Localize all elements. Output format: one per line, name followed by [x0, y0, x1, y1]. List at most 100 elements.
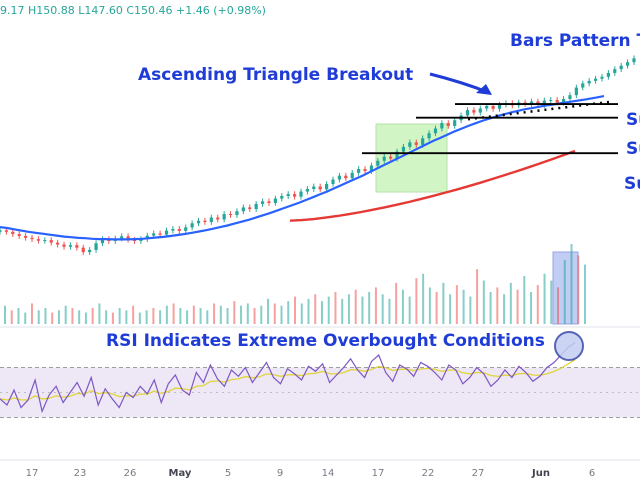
candle: [184, 224, 188, 234]
volume-bar: [145, 310, 148, 324]
volume-bar: [462, 289, 465, 324]
candle: [600, 73, 604, 82]
volume-bar: [172, 303, 175, 324]
volume-bar: [320, 301, 323, 324]
candle: [196, 217, 201, 227]
x-tick-label: 17: [372, 468, 385, 479]
volume-bar: [388, 298, 391, 324]
x-tick-label: 27: [472, 468, 485, 479]
candle: [222, 211, 226, 223]
volume-bar: [442, 282, 445, 324]
candle: [433, 125, 438, 137]
x-tick-label: 26: [124, 468, 137, 479]
candle: [587, 78, 591, 87]
volume-bar: [4, 305, 6, 324]
x-tick-label: May: [169, 468, 192, 479]
volume-bar: [476, 269, 479, 324]
candle: [529, 98, 534, 107]
triangle-annotation: Ascending Triangle Breakout: [138, 65, 413, 85]
candle: [68, 242, 73, 250]
candle: [472, 107, 476, 116]
candle: [305, 186, 309, 195]
volume-bar: [37, 310, 40, 324]
volume-bar: [334, 292, 337, 324]
volume-bar: [307, 298, 310, 324]
candle: [88, 247, 92, 255]
volume-bar: [401, 289, 404, 324]
ohlc-readout: 9.17 H150.88 L147.60 C150.46 +1.46 (+0.9…: [0, 4, 266, 17]
candle: [581, 80, 585, 91]
candle: [17, 231, 21, 239]
volume-bar: [294, 296, 296, 324]
candle: [465, 107, 470, 119]
volume-bar: [206, 310, 209, 324]
candle: [286, 191, 290, 199]
candle: [36, 236, 41, 244]
candle: [376, 157, 380, 169]
volume-bar: [213, 303, 216, 324]
volume-bar: [469, 296, 472, 324]
candle: [593, 75, 598, 84]
candle: [453, 117, 457, 129]
candle: [312, 183, 316, 192]
support-label-2: Su: [626, 139, 640, 159]
candle: [81, 244, 85, 255]
volume-bar: [10, 310, 13, 324]
candle: [139, 236, 143, 244]
bars-pattern-annotation: Bars Pattern T: [510, 31, 640, 51]
candle: [11, 228, 15, 237]
volume-bar: [516, 289, 519, 324]
support-label-1: Su: [626, 110, 640, 130]
volume-bar: [503, 294, 506, 324]
candle: [427, 130, 431, 142]
volume-bar: [482, 280, 485, 324]
x-tick-label: Jun: [531, 468, 550, 479]
candle: [30, 235, 34, 242]
candle: [389, 153, 393, 162]
triangle-arrow-head: [476, 84, 492, 95]
volume-bar: [550, 280, 553, 324]
volume-bar: [354, 289, 357, 324]
volume-bar: [138, 312, 141, 324]
volume-bar: [509, 282, 512, 324]
x-tick-label: 17: [26, 468, 39, 479]
volume-bar: [287, 301, 290, 324]
x-tick-label: 9: [277, 468, 283, 479]
volume-bar: [368, 292, 371, 324]
volume-bar: [125, 310, 128, 324]
candle: [75, 242, 79, 251]
candle: [619, 62, 623, 73]
candle: [216, 214, 220, 223]
volume-bar: [347, 294, 350, 324]
candle: [203, 217, 207, 225]
candle: [446, 120, 450, 129]
candle: [568, 92, 572, 102]
candle: [241, 204, 245, 215]
volume-bar: [496, 287, 499, 324]
volume-bar: [395, 282, 398, 324]
volume-bar: [192, 305, 195, 324]
volume-bar: [44, 308, 47, 324]
x-tick-label: 23: [74, 468, 87, 479]
candle: [414, 139, 418, 148]
volume-bar: [577, 255, 580, 324]
candle: [254, 201, 258, 212]
volume-bar: [314, 294, 317, 324]
volume-bar: [91, 308, 94, 324]
volume-bar: [260, 305, 263, 324]
candle: [190, 220, 194, 231]
volume-bar: [523, 276, 526, 324]
volume-bar: [300, 303, 303, 324]
volume-bar: [449, 294, 452, 324]
volume-bar: [111, 312, 114, 324]
volume-bar: [57, 310, 60, 324]
rsi-signal-line: [0, 359, 576, 401]
x-tick-label: 6: [589, 468, 595, 479]
volume-bar: [51, 312, 54, 324]
candle: [267, 198, 271, 206]
candle: [0, 227, 2, 235]
candle: [408, 139, 412, 150]
candle: [331, 176, 335, 187]
